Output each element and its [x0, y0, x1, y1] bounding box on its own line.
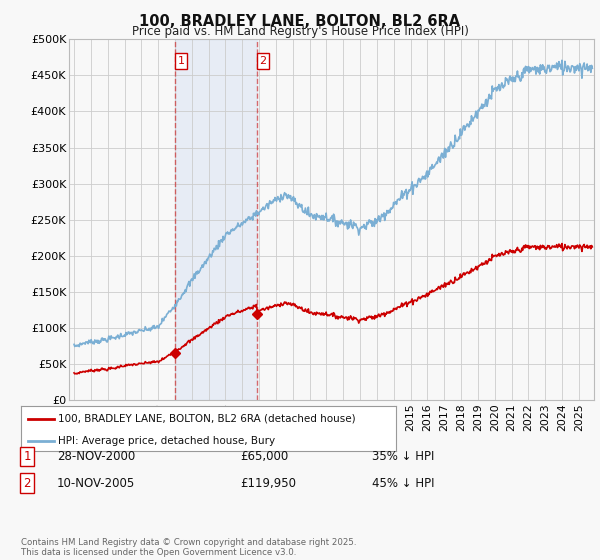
- Text: 10-NOV-2005: 10-NOV-2005: [57, 477, 135, 490]
- Text: £65,000: £65,000: [240, 450, 288, 463]
- Text: £119,950: £119,950: [240, 477, 296, 490]
- Text: 100, BRADLEY LANE, BOLTON, BL2 6RA (detached house): 100, BRADLEY LANE, BOLTON, BL2 6RA (deta…: [58, 413, 356, 423]
- Text: 28-NOV-2000: 28-NOV-2000: [57, 450, 135, 463]
- Text: 1: 1: [178, 56, 185, 66]
- Text: 100, BRADLEY LANE, BOLTON, BL2 6RA: 100, BRADLEY LANE, BOLTON, BL2 6RA: [139, 14, 461, 29]
- Text: 2: 2: [23, 477, 31, 490]
- Text: Price paid vs. HM Land Registry's House Price Index (HPI): Price paid vs. HM Land Registry's House …: [131, 25, 469, 38]
- Text: 2: 2: [259, 56, 266, 66]
- Text: 35% ↓ HPI: 35% ↓ HPI: [372, 450, 434, 463]
- Text: Contains HM Land Registry data © Crown copyright and database right 2025.
This d: Contains HM Land Registry data © Crown c…: [21, 538, 356, 557]
- Bar: [175, 39, 257, 400]
- Text: HPI: Average price, detached house, Bury: HPI: Average price, detached house, Bury: [58, 436, 275, 446]
- Text: 1: 1: [23, 450, 31, 463]
- Text: 45% ↓ HPI: 45% ↓ HPI: [372, 477, 434, 490]
